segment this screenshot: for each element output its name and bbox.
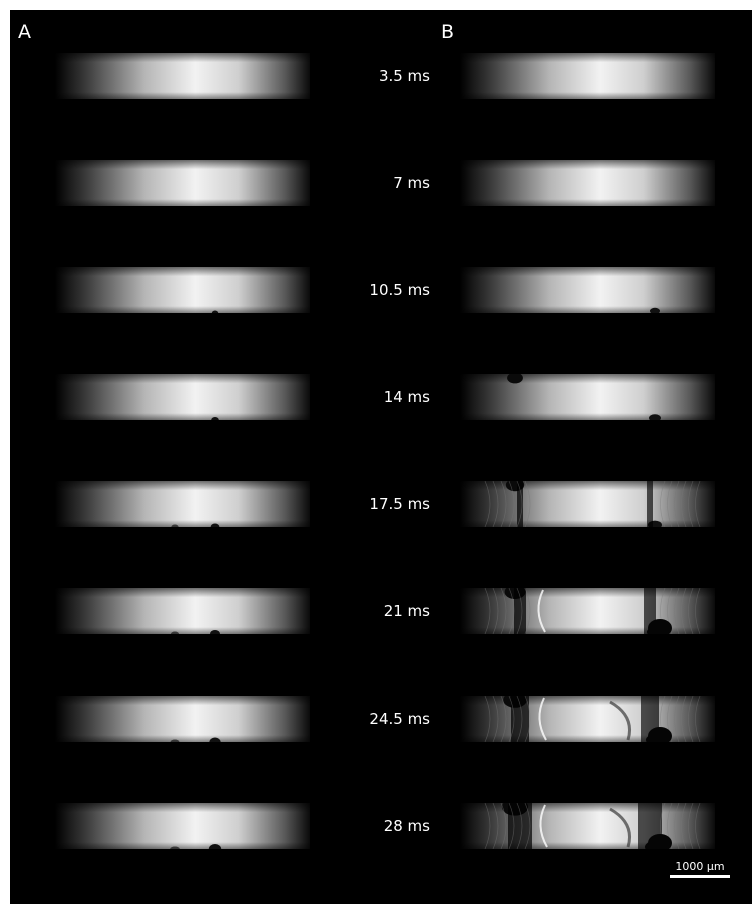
panel-a-image-strip (55, 803, 310, 849)
scale-bar-line (670, 875, 730, 878)
time-row: 10.5 ms (0, 267, 752, 313)
panel-b-image-strip (460, 160, 715, 206)
panel-a-image-strip (55, 696, 310, 742)
time-label: 14 ms (383, 388, 430, 406)
panel-b-image-strip (460, 588, 715, 634)
time-label: 28 ms (383, 817, 430, 835)
image-panel-background (10, 10, 752, 904)
panel-a-image-strip (55, 267, 310, 313)
time-label: 3.5 ms (378, 67, 430, 85)
time-label: 10.5 ms (369, 281, 430, 299)
time-label: 17.5 ms (369, 495, 430, 513)
panel-a-image-strip (55, 374, 310, 420)
panel-a-image-strip (55, 481, 310, 527)
panel-b-image-strip (460, 267, 715, 313)
time-row: 21 ms (0, 588, 752, 634)
panel-b-image-strip (460, 53, 715, 99)
time-label: 7 ms (393, 174, 430, 192)
time-row: 24.5 ms (0, 696, 752, 742)
panel-b-image-strip (460, 481, 715, 527)
scale-bar-label: 1000 µm (675, 860, 725, 873)
panel-a-image-strip (55, 588, 310, 634)
panel-a-image-strip (55, 160, 310, 206)
time-row: 28 ms (0, 803, 752, 849)
panel-a-image-strip (55, 53, 310, 99)
time-label: 24.5 ms (369, 710, 430, 728)
time-label: 21 ms (383, 602, 430, 620)
panel-b-image-strip (460, 696, 715, 742)
panel-b-image-strip (460, 803, 715, 849)
scale-bar: 1000 µm (670, 860, 730, 878)
panel-label-b: B (441, 21, 455, 43)
time-row: 3.5 ms (0, 53, 752, 99)
time-row: 14 ms (0, 374, 752, 420)
panel-b-image-strip (460, 374, 715, 420)
time-row: 7 ms (0, 160, 752, 206)
time-row: 17.5 ms (0, 481, 752, 527)
panel-label-a: A (18, 21, 31, 43)
